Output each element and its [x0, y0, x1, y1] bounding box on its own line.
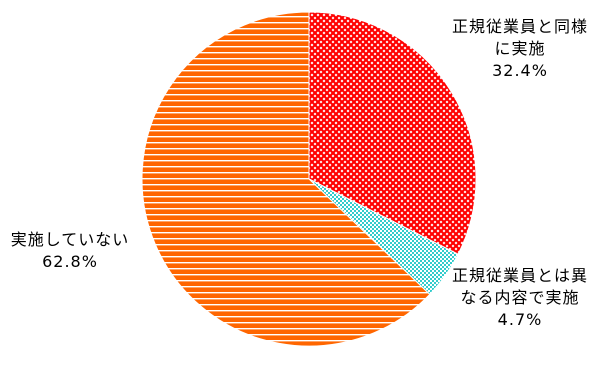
- pie-slice: [308, 11, 477, 255]
- slice-label: 実施していない 62.8%: [6, 229, 134, 273]
- slice-label-name: 正規従業員とは異なる内容で実施: [451, 266, 588, 307]
- slice-label-value: 62.8%: [42, 252, 98, 271]
- pie-slices: [141, 11, 477, 347]
- slice-label-value: 32.4%: [492, 61, 548, 80]
- slice-label-name: 実施していない: [10, 230, 130, 249]
- pie-slice: [141, 11, 431, 347]
- slice-label: 正規従業員とは異なる内容で実施 4.7%: [450, 265, 590, 331]
- slice-label-value: 4.7%: [497, 310, 543, 329]
- slice-label: 正規従業員と同様に実施 32.4%: [452, 16, 588, 82]
- slice-label-name: 正規従業員と同様に実施: [452, 17, 589, 58]
